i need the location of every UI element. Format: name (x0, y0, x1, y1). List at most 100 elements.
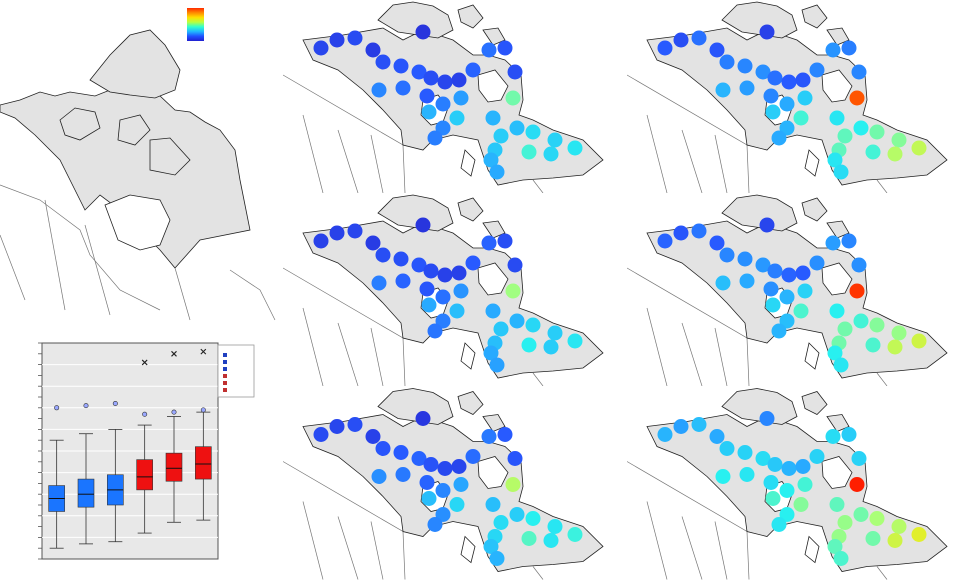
site-marker (525, 317, 541, 333)
site-marker (489, 551, 505, 566)
site-marker (347, 30, 363, 46)
site-marker (809, 255, 825, 271)
site-marker (779, 507, 795, 522)
site-marker (851, 64, 867, 80)
site-marker (411, 257, 427, 273)
site-marker (465, 62, 481, 78)
legend-swatch (223, 360, 227, 364)
site-marker (829, 110, 845, 126)
site-marker (827, 345, 843, 361)
outlier (54, 405, 60, 411)
site-marker (825, 42, 841, 58)
extreme-outlier (171, 350, 177, 357)
province-border (302, 114, 324, 193)
site-marker (841, 427, 857, 442)
site-marker (827, 539, 843, 554)
site-marker (797, 283, 813, 299)
arctic-islands (377, 388, 506, 432)
site-marker (853, 313, 869, 329)
site-marker (481, 235, 497, 251)
site-marker (421, 104, 437, 120)
site-marker (737, 251, 753, 267)
site-marker (489, 357, 505, 373)
site-marker (765, 297, 781, 313)
site-map-svg (627, 1, 948, 193)
province-border (681, 516, 703, 580)
site-marker (763, 281, 779, 297)
site-marker (719, 441, 735, 456)
extreme-outlier (141, 359, 148, 366)
site-marker (567, 333, 583, 349)
site-marker (673, 225, 689, 241)
site-marker (869, 511, 885, 526)
province-border (646, 501, 668, 580)
site-marker (427, 130, 443, 146)
arctic-islands (377, 194, 506, 239)
reference-arctic-islands (59, 29, 191, 176)
site-marker (891, 132, 907, 148)
site-marker (715, 82, 731, 98)
site-marker (505, 283, 521, 299)
province-border (337, 322, 359, 386)
box-plot-legend (217, 344, 255, 398)
site-marker (771, 323, 787, 339)
site-marker (793, 303, 809, 319)
reference-map-svg (0, 29, 276, 321)
site-marker (657, 427, 673, 442)
site-marker (411, 64, 427, 80)
site-marker (837, 128, 853, 144)
province-border (646, 114, 668, 193)
site-marker (755, 257, 771, 273)
box-series-5 (165, 350, 183, 523)
site-marker (451, 72, 467, 88)
province-border (370, 327, 384, 386)
site-marker (329, 225, 345, 241)
site-marker (347, 417, 363, 432)
site-marker (421, 297, 437, 313)
site-marker (673, 419, 689, 434)
site-marker (765, 104, 781, 120)
site-marker (771, 130, 787, 146)
site-marker (521, 144, 537, 160)
site-marker (739, 273, 755, 289)
site-marker (395, 467, 411, 482)
site-marker (497, 233, 513, 249)
site-marker (483, 345, 499, 361)
arctic-islands (721, 1, 850, 46)
site-marker (709, 42, 725, 58)
site-marker (547, 132, 563, 148)
site-marker (829, 303, 845, 319)
site-map-svg (283, 194, 604, 386)
site-marker (449, 303, 465, 319)
site-marker (435, 289, 451, 305)
site-marker (739, 80, 755, 96)
site-map-6 (627, 386, 971, 580)
site-marker (525, 511, 541, 526)
site-marker (435, 313, 451, 329)
site-marker (365, 235, 381, 251)
box-series-1 (48, 405, 65, 549)
reference-land (0, 87, 251, 269)
site-marker (497, 40, 513, 56)
site-marker (865, 144, 881, 160)
site-marker (505, 90, 521, 106)
arctic-islands (377, 1, 506, 46)
site-marker (453, 477, 469, 492)
site-marker (657, 233, 673, 249)
site-marker (869, 317, 885, 333)
site-marker (849, 477, 865, 492)
site-marker (841, 233, 857, 249)
site-marker (709, 429, 725, 444)
province-border (370, 134, 384, 193)
site-marker (453, 90, 469, 106)
site-marker (485, 497, 501, 512)
reference-map (0, 0, 283, 328)
site-marker (853, 507, 869, 522)
site-marker (435, 96, 451, 112)
box-series-6 (195, 348, 212, 521)
arctic-islands (721, 388, 850, 432)
site-marker (851, 451, 867, 466)
legend-swatch (223, 388, 227, 392)
site-marker (719, 54, 735, 70)
site-marker (825, 429, 841, 444)
